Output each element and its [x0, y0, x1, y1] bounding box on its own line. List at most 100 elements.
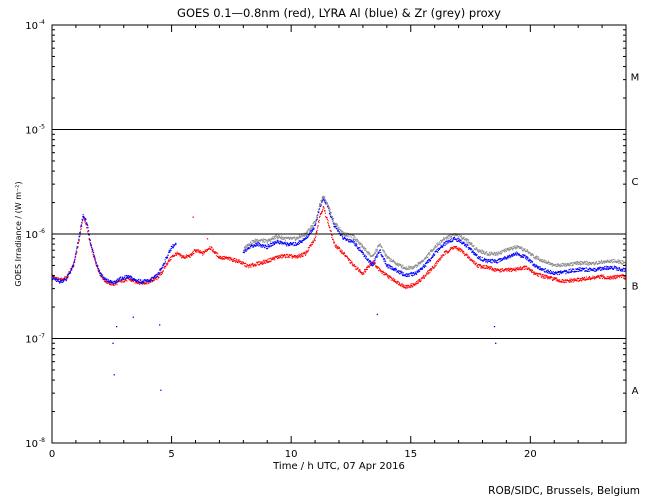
data-point: [268, 245, 270, 247]
data-point: [322, 197, 324, 199]
data-point: [506, 257, 508, 259]
data-point: [529, 269, 531, 271]
data-point: [320, 211, 323, 213]
data-point: [565, 263, 567, 265]
data-point: [422, 267, 424, 269]
data-point: [504, 268, 506, 271]
data-point: [343, 253, 346, 255]
data-point: [576, 267, 579, 270]
data-point: [320, 212, 322, 215]
data-point: [354, 238, 356, 240]
data-point: [529, 262, 531, 264]
data-point: [524, 265, 526, 267]
data-point: [589, 263, 591, 265]
data-point: [266, 261, 268, 264]
data-point: [103, 276, 105, 278]
data-point: [340, 229, 342, 231]
data-point: [145, 280, 147, 282]
data-point: [273, 235, 275, 237]
data-point: [74, 257, 76, 259]
data-point: [252, 265, 254, 267]
data-point: [418, 262, 420, 264]
data-point: [311, 227, 313, 229]
data-point: [340, 249, 342, 251]
data-point: [570, 278, 572, 280]
data-point: [54, 279, 57, 281]
data-point: [589, 277, 591, 279]
data-point: [548, 272, 550, 274]
data-point: [253, 265, 255, 267]
data-point: [469, 258, 471, 260]
data-point: [548, 262, 550, 264]
data-point: [328, 206, 330, 208]
data-point: [205, 250, 208, 252]
data-point: [354, 243, 356, 245]
data-point: [461, 250, 463, 252]
data-point: [311, 243, 313, 245]
data-point: [93, 256, 95, 258]
data-point: [323, 197, 325, 199]
data-point: [424, 275, 427, 277]
data-point: [222, 256, 224, 258]
data-point: [604, 277, 606, 279]
data-point: [62, 278, 64, 280]
data-point: [570, 265, 572, 267]
data-point: [345, 239, 347, 241]
data-point: [516, 267, 518, 270]
data-point: [584, 270, 586, 272]
data-point: [520, 255, 523, 257]
data-point: [362, 245, 364, 247]
y-tick-exponent: -8: [39, 437, 45, 444]
data-point: [66, 275, 68, 277]
data-point: [255, 265, 257, 267]
data-point: [359, 249, 361, 251]
data-point: [482, 249, 484, 251]
data-point: [121, 281, 123, 283]
data-point: [596, 262, 598, 265]
data-point: [527, 252, 529, 254]
data-point: [484, 253, 486, 255]
data-point: [558, 281, 560, 283]
data-point: [250, 245, 252, 248]
data-point: [307, 234, 309, 236]
data-point: [543, 261, 545, 263]
data-point: [306, 250, 308, 252]
data-point: [551, 263, 553, 265]
data-point: [619, 260, 621, 262]
data-point: [284, 254, 286, 256]
data-point: [190, 255, 192, 257]
data-point: [553, 265, 555, 267]
data-point: [449, 234, 451, 236]
data-point: [504, 256, 506, 258]
data-point: [267, 241, 269, 243]
data-point: [159, 272, 161, 274]
data-point: [404, 284, 406, 286]
data-point: [581, 278, 583, 280]
data-point: [295, 257, 297, 259]
data-point: [333, 240, 335, 242]
data-point: [287, 243, 289, 246]
data-point: [572, 279, 574, 281]
data-point: [64, 278, 66, 280]
data-point: [60, 278, 62, 280]
data-point: [337, 248, 339, 250]
data-point: [152, 279, 154, 281]
data-point: [529, 252, 531, 254]
data-point: [488, 265, 490, 268]
y-tick-exponent: -5: [39, 124, 45, 131]
data-point: [573, 271, 575, 273]
data-point: [436, 250, 438, 252]
data-point: [601, 267, 604, 269]
data-point: [259, 243, 262, 246]
data-point: [620, 275, 622, 277]
data-point: [170, 258, 172, 261]
data-point: [512, 253, 514, 255]
data-point: [170, 249, 172, 251]
data-point: [76, 246, 78, 248]
data-point: [608, 260, 610, 263]
data-point: [386, 257, 388, 259]
data-point: [549, 271, 551, 273]
data-point: [265, 245, 267, 247]
data-point: [323, 195, 325, 197]
data-point: [328, 224, 330, 227]
